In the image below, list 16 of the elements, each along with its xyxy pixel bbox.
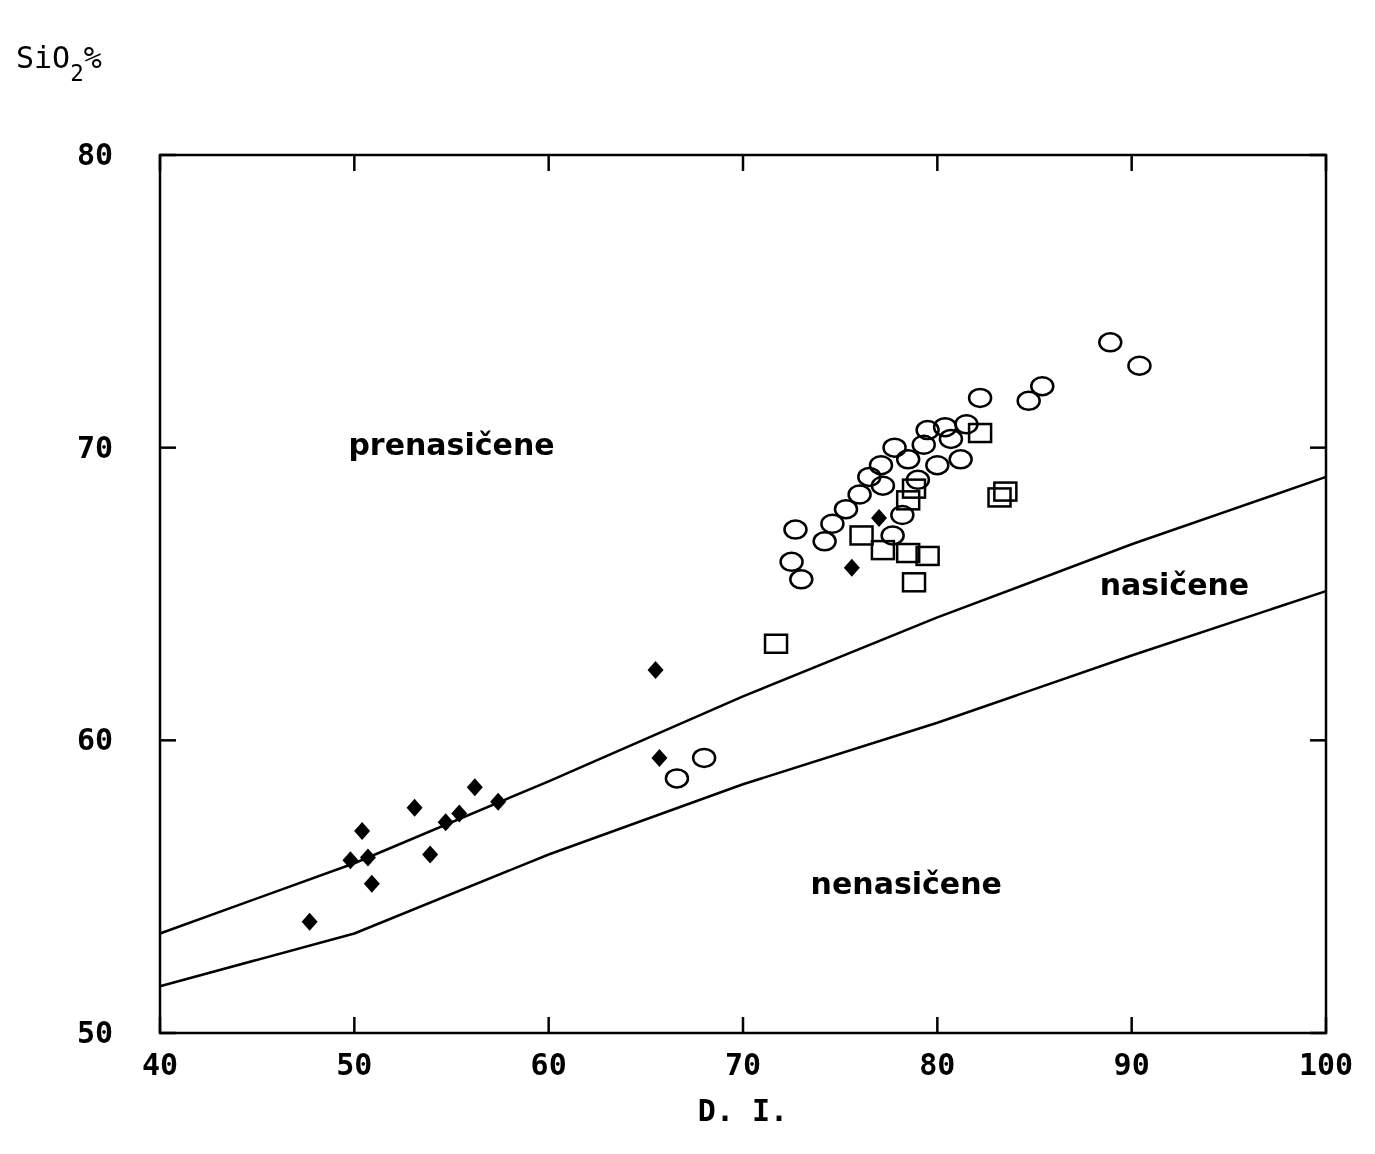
x-tick-label: 100 xyxy=(1298,1047,1354,1082)
x-axis-title: D. I. xyxy=(697,1093,789,1128)
annotation: nenasičene xyxy=(810,865,1002,901)
x-tick-label: 40 xyxy=(141,1047,179,1082)
x-tick-label: 90 xyxy=(1113,1047,1150,1082)
y-tick-label: 50 xyxy=(76,1015,114,1050)
y-axis-title: SiO$_{2}$% xyxy=(16,40,102,86)
y-tick-label: 60 xyxy=(76,722,114,758)
x-tick-label: 70 xyxy=(724,1047,762,1082)
y-tick-label: 70 xyxy=(76,429,114,465)
annotation: nasičene xyxy=(1099,567,1250,603)
annotation: prenasičene xyxy=(348,426,555,462)
x-tick-label: 60 xyxy=(530,1047,567,1082)
y-tick-label: 80 xyxy=(76,137,114,172)
x-tick-label: 80 xyxy=(919,1047,956,1082)
x-tick-label: 50 xyxy=(336,1047,373,1082)
